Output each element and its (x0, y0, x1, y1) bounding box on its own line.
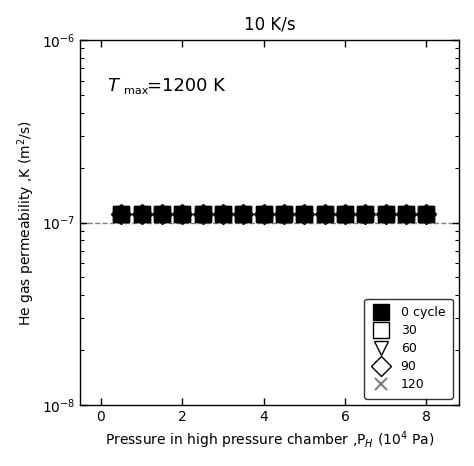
120 (240, 211, 246, 216)
0 cycle (159, 211, 164, 216)
30 (240, 211, 246, 216)
60 (261, 211, 266, 216)
30 (322, 211, 328, 216)
60 (200, 211, 205, 216)
120 (220, 211, 226, 216)
30 (200, 211, 205, 216)
90 (179, 211, 185, 216)
0 cycle (342, 211, 348, 216)
0 cycle (383, 211, 389, 216)
Text: T: T (107, 76, 118, 95)
X-axis label: Pressure in high pressure chamber ,P$_{H}$ (10$^{4}$ Pa): Pressure in high pressure chamber ,P$_{H… (105, 429, 434, 451)
120 (139, 211, 145, 216)
30 (363, 211, 368, 216)
60 (383, 211, 389, 216)
120 (383, 211, 389, 216)
60 (179, 211, 185, 216)
Line: 90: 90 (114, 206, 433, 220)
60 (322, 211, 328, 216)
120 (403, 211, 409, 216)
0 cycle (220, 211, 226, 216)
120 (179, 211, 185, 216)
Line: 30: 30 (113, 206, 434, 221)
0 cycle (301, 211, 307, 216)
30 (139, 211, 145, 216)
30 (342, 211, 348, 216)
60 (220, 211, 226, 216)
Line: 0 cycle: 0 cycle (113, 206, 434, 221)
90 (118, 211, 124, 216)
0 cycle (179, 211, 185, 216)
90 (261, 211, 266, 216)
30 (281, 211, 287, 216)
90 (424, 211, 429, 216)
30 (261, 211, 266, 216)
90 (363, 211, 368, 216)
90 (403, 211, 409, 216)
90 (322, 211, 328, 216)
0 cycle (261, 211, 266, 216)
60 (363, 211, 368, 216)
Text: max: max (124, 86, 148, 96)
60 (139, 211, 145, 216)
0 cycle (363, 211, 368, 216)
60 (159, 211, 164, 216)
60 (240, 211, 246, 216)
30 (118, 211, 124, 216)
120 (363, 211, 368, 216)
60 (424, 211, 429, 216)
90 (240, 211, 246, 216)
0 cycle (403, 211, 409, 216)
30 (220, 211, 226, 216)
60 (118, 211, 124, 216)
Title: 10 K/s: 10 K/s (244, 15, 295, 33)
0 cycle (200, 211, 205, 216)
30 (383, 211, 389, 216)
120 (261, 211, 266, 216)
120 (301, 211, 307, 216)
90 (139, 211, 145, 216)
90 (383, 211, 389, 216)
60 (301, 211, 307, 216)
30 (179, 211, 185, 216)
90 (301, 211, 307, 216)
Legend: 0 cycle, 30, 60, 90, 120: 0 cycle, 30, 60, 90, 120 (365, 299, 453, 399)
Text: =1200 K: =1200 K (146, 76, 225, 95)
90 (159, 211, 164, 216)
90 (281, 211, 287, 216)
90 (200, 211, 205, 216)
0 cycle (322, 211, 328, 216)
30 (301, 211, 307, 216)
90 (220, 211, 226, 216)
0 cycle (240, 211, 246, 216)
0 cycle (118, 211, 124, 216)
0 cycle (424, 211, 429, 216)
90 (342, 211, 348, 216)
120 (200, 211, 205, 216)
30 (159, 211, 164, 216)
60 (342, 211, 348, 216)
120 (281, 211, 287, 216)
0 cycle (139, 211, 145, 216)
120 (118, 211, 124, 216)
60 (281, 211, 287, 216)
Line: 120: 120 (115, 207, 433, 220)
60 (403, 211, 409, 216)
120 (342, 211, 348, 216)
Y-axis label: He gas permeability ,K (m$^{2}$/s): He gas permeability ,K (m$^{2}$/s) (15, 120, 36, 326)
Line: 60: 60 (114, 206, 433, 220)
0 cycle (281, 211, 287, 216)
120 (322, 211, 328, 216)
30 (403, 211, 409, 216)
120 (424, 211, 429, 216)
120 (159, 211, 164, 216)
30 (424, 211, 429, 216)
